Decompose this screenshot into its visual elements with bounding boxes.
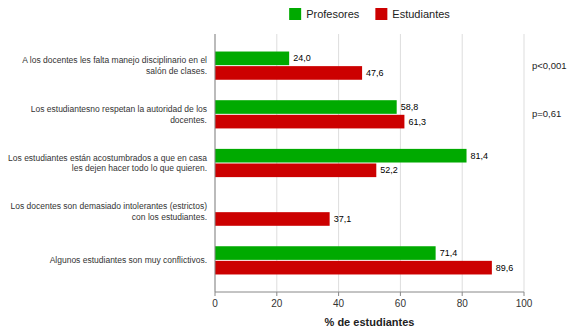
legend-label: Profesores — [306, 8, 360, 20]
bar — [215, 100, 397, 114]
data-label: 47,6 — [366, 68, 384, 78]
tick-label: 40 — [333, 298, 345, 309]
grid-line — [215, 34, 216, 292]
tick-mark — [338, 292, 339, 296]
category-label: Los docentes son demasiado intolerantes … — [10, 201, 207, 222]
data-label: 37,1 — [334, 214, 352, 224]
tick-mark — [462, 292, 463, 296]
value-labels: 24,0 47,6 58,8 61,3 81,4 52,2 37,1 71,4 89,6 — [293, 53, 513, 272]
legend-label: Estudiantes — [392, 8, 450, 20]
category-label: Los estudiantesno respetan la autoridad … — [31, 104, 207, 125]
bars — [215, 52, 492, 275]
tick-mark — [524, 292, 525, 296]
legend: Profesores Estudiantes — [289, 8, 450, 20]
data-label: 81,4 — [471, 151, 489, 161]
bar — [215, 212, 330, 226]
category-label: A los docentes les falta manejo discipli… — [22, 55, 207, 76]
tick-mark — [215, 292, 216, 296]
grid — [215, 34, 524, 292]
bar — [215, 149, 467, 163]
category-label: Algunos estudiantes son muy conflictivos… — [50, 255, 207, 265]
annotation: p=0,61 — [532, 108, 561, 119]
chart: A los docentes les falta manejo discipli… — [0, 0, 577, 334]
x-axis — [215, 292, 524, 293]
bar — [215, 115, 404, 129]
tick-mark — [276, 292, 277, 296]
tick-label: 0 — [212, 298, 218, 309]
tick-mark — [400, 292, 401, 296]
data-label: 24,0 — [293, 53, 311, 63]
data-label: 61,3 — [408, 117, 426, 127]
bar — [215, 52, 289, 66]
y-axis — [215, 34, 216, 292]
legend-swatch — [289, 8, 301, 20]
bar — [215, 246, 436, 260]
bar — [215, 261, 492, 275]
x-axis-label: % de estudiantes — [325, 316, 415, 328]
data-label: 71,4 — [440, 248, 458, 258]
tick-label: 100 — [516, 298, 533, 309]
grid-line — [524, 34, 525, 292]
data-label: 89,6 — [496, 263, 514, 273]
legend-swatch — [375, 8, 387, 20]
category-label: Los estudiantes están acostumbrados a qu… — [8, 153, 207, 174]
bar — [215, 163, 376, 177]
grid-line — [462, 34, 463, 292]
tick-label: 20 — [271, 298, 283, 309]
data-label: 58,8 — [401, 102, 419, 112]
data-label: 52,2 — [380, 165, 398, 175]
annotation: p<0,001 — [532, 60, 567, 71]
tick-label: 60 — [395, 298, 407, 309]
tick-label: 80 — [457, 298, 469, 309]
bar — [215, 66, 362, 80]
